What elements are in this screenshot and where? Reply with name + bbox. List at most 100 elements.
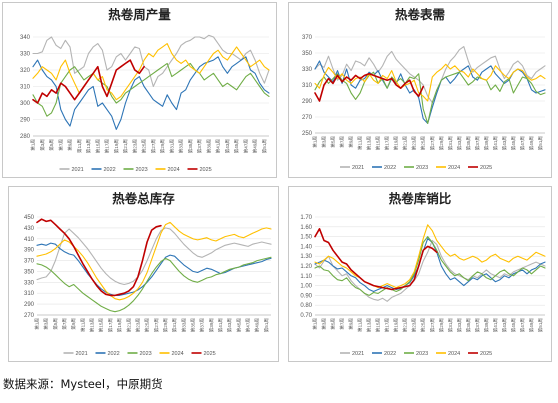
x-tick-label: 第49周 (528, 318, 535, 333)
y-tick-label: 1.20 (300, 264, 312, 270)
x-tick-label: 第25周 (141, 139, 148, 154)
x-tick-label: 第47周 (245, 318, 252, 333)
x-tick-label: 第27周 (153, 318, 160, 333)
x-tick-label: 第33周 (178, 139, 185, 154)
x-tick-label: 第41周 (215, 139, 222, 154)
series-line-2021 (36, 227, 272, 286)
series-line-2023 (314, 236, 546, 296)
x-tick-label: 第45周 (235, 318, 242, 333)
x-tick-label: 第3周 (39, 139, 46, 151)
x-tick-label: 第15周 (98, 318, 105, 333)
x-tick-label: 第39周 (208, 318, 215, 333)
x-tick-label: 第43周 (226, 318, 233, 333)
series-line-2024 (32, 43, 270, 101)
legend-label-2021: 2021 (72, 167, 84, 173)
x-tick-label: 第49周 (528, 136, 535, 151)
x-tick-label: 第21周 (122, 139, 129, 154)
x-tick-label: 第47周 (519, 136, 526, 151)
x-tick-label: 第33周 (456, 318, 463, 333)
x-tick-label: 第9周 (348, 136, 355, 148)
x-tick-label: 第1周 (30, 139, 37, 151)
x-tick-label: 第31周 (447, 136, 454, 151)
legend-label-2024: 2024 (448, 165, 460, 171)
x-tick-label: 第1周 (312, 318, 319, 330)
x-tick-label: 第11周 (76, 139, 83, 153)
series-line-2024 (314, 224, 546, 289)
x-tick-label: 第23周 (134, 318, 141, 333)
legend-label-2025: 2025 (480, 351, 492, 357)
x-tick-label: 第47周 (519, 318, 526, 333)
x-tick-label: 第49周 (252, 139, 259, 154)
series-line-2025 (36, 218, 162, 297)
x-tick-label: 第17周 (384, 318, 391, 333)
legend-label-2025: 2025 (480, 165, 492, 171)
x-tick-label: 第39周 (483, 136, 490, 151)
x-tick-label: 第33周 (456, 136, 463, 151)
x-tick-label: 第51周 (263, 318, 270, 333)
chart-title: 热卷总库存 (112, 191, 175, 206)
y-tick-label: 310 (20, 85, 31, 91)
x-tick-label: 第23周 (411, 136, 418, 151)
series-line-2022 (36, 242, 272, 296)
x-tick-label: 第15周 (94, 139, 101, 154)
chart-title: 热卷库销比 (389, 191, 452, 206)
y-tick-label: 410 (24, 237, 35, 243)
chart-panel-weekly-output: 热卷周产量 280 290 300 310 320 330 340 第1周 第3周 第5周 第7周 第9… (2, 2, 277, 178)
x-tick-label: 第5周 (48, 139, 55, 151)
legend-label-2022: 2022 (108, 351, 120, 357)
x-tick-label: 第21周 (402, 136, 409, 151)
x-tick-label: 第19周 (116, 318, 123, 333)
x-tick-label: 第39周 (483, 318, 490, 333)
series-line-2022 (32, 56, 270, 130)
x-tick-label: 第45周 (510, 318, 517, 333)
x-tick-label: 第9周 (70, 318, 77, 330)
x-tick-label: 第15周 (375, 318, 382, 333)
y-tick-label: 330 (24, 280, 35, 286)
y-tick-label: 320 (20, 68, 31, 74)
x-tick-label: 第5周 (52, 318, 59, 330)
y-tick-label: 0.80 (300, 303, 312, 309)
x-tick-label: 第13周 (89, 318, 96, 333)
x-tick-label: 第29周 (159, 139, 166, 154)
x-tick-label: 第31周 (171, 318, 178, 333)
x-tick-label: 第27周 (429, 136, 436, 151)
legend-label-2022: 2022 (384, 351, 396, 357)
legend-label-2021: 2021 (352, 165, 364, 171)
legend-label-2022: 2022 (104, 167, 116, 173)
x-tick-label: 第29周 (162, 318, 169, 333)
y-tick-label: 270 (302, 115, 313, 121)
legend-label-2024: 2024 (168, 167, 180, 173)
x-tick-label: 第43周 (501, 136, 508, 151)
x-tick-label: 第3周 (321, 318, 328, 330)
x-tick-label: 第35周 (187, 139, 194, 154)
y-tick-label: 370 (302, 35, 313, 41)
legend-label-2024: 2024 (448, 351, 460, 357)
legend-label-2025: 2025 (200, 167, 212, 173)
chart-title: 热卷周产量 (108, 7, 171, 22)
x-tick-label: 第7周 (57, 139, 64, 151)
legend-label-2025: 2025 (204, 351, 216, 357)
legend-label-2022: 2022 (384, 165, 396, 171)
x-tick-label: 第41周 (217, 318, 224, 333)
chart-panel-inventory-sales-ratio: 热卷库销比 0.70 0.80 0.90 1.00 1.10 1.20 1.30 1.40 1.5… (288, 186, 552, 362)
x-tick-label: 第45周 (233, 139, 240, 154)
x-tick-label: 第1周 (34, 318, 41, 330)
series-line-2025 (314, 73, 424, 102)
legend-label-2023: 2023 (416, 165, 428, 171)
series-line-2021 (314, 239, 546, 302)
y-tick-label: 290 (20, 118, 31, 124)
x-tick-label: 第29周 (438, 318, 445, 333)
x-tick-label: 第31周 (447, 318, 454, 333)
x-tick-label: 第7周 (61, 318, 68, 330)
chart-panel-apparent-demand: 热卷表需 250 270 290 310 330 350 370 第1周 第3周 第5周 第7周 第9周… (288, 2, 552, 178)
x-tick-label: 第17周 (384, 136, 391, 151)
x-tick-label: 第11周 (357, 136, 364, 150)
legend-label-2024: 2024 (172, 351, 184, 357)
y-tick-label: 350 (24, 269, 35, 275)
x-tick-label: 第25周 (420, 136, 427, 151)
x-tick-label: 第43周 (224, 139, 231, 154)
x-tick-label: 第13周 (366, 318, 373, 333)
y-tick-label: 270 (24, 313, 35, 319)
legend-label-2021: 2021 (76, 351, 88, 357)
